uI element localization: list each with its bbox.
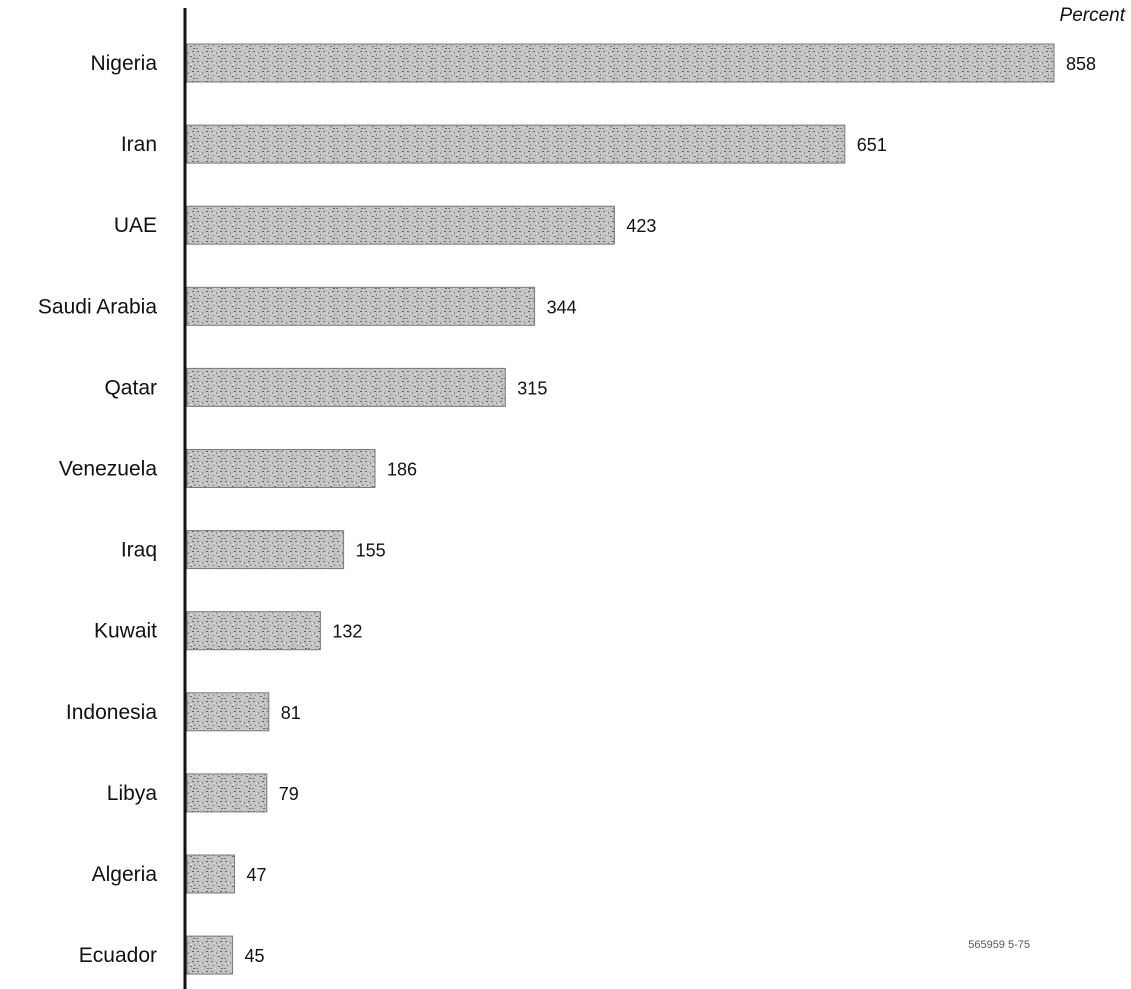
bar-libya	[186, 773, 268, 813]
category-label-saudi-arabia: Saudi Arabia	[38, 295, 157, 318]
category-label-venezuela: Venezuela	[59, 458, 157, 481]
category-label-indonesia: Indonesia	[66, 701, 157, 724]
bar-kuwait	[186, 611, 321, 651]
bar-saudi-arabia	[186, 286, 536, 326]
value-label-uae: 423	[626, 216, 656, 236]
value-label-saudi-arabia: 344	[547, 297, 577, 317]
labels-layer: Nigeria 858 Iran 651 UAE 423 Saudi Arabia 344 Qa…	[38, 52, 1096, 967]
value-label-algeria: 47	[247, 865, 267, 885]
bars-layer	[186, 43, 1055, 975]
value-label-ecuador: 45	[245, 946, 265, 966]
value-label-libya: 79	[279, 784, 299, 804]
bar-iraq	[186, 530, 345, 570]
unit-label: Percent	[1060, 5, 1126, 26]
bar-ecuador	[186, 935, 233, 975]
reference-code: 565959 5-75	[968, 939, 1030, 951]
value-label-venezuela: 186	[387, 460, 417, 480]
bar-qatar	[186, 367, 506, 407]
value-label-indonesia: 81	[281, 703, 301, 723]
value-label-kuwait: 132	[332, 622, 362, 642]
category-label-algeria: Algeria	[92, 863, 158, 886]
category-label-iran: Iran	[121, 133, 157, 156]
category-label-iraq: Iraq	[121, 539, 157, 562]
bar-algeria	[186, 854, 235, 894]
value-label-nigeria: 858	[1066, 54, 1096, 74]
bar-indonesia	[186, 692, 270, 732]
bar-uae	[186, 205, 615, 245]
value-label-iran: 651	[857, 135, 887, 155]
bar-nigeria	[186, 43, 1055, 83]
category-label-uae: UAE	[114, 214, 157, 237]
category-label-kuwait: Kuwait	[94, 620, 157, 643]
category-label-ecuador: Ecuador	[79, 944, 157, 967]
category-label-libya: Libya	[107, 782, 158, 805]
category-label-nigeria: Nigeria	[90, 52, 157, 75]
value-label-qatar: 315	[517, 378, 547, 398]
bar-iran	[186, 124, 846, 164]
category-label-qatar: Qatar	[104, 376, 157, 399]
bar-venezuela	[186, 449, 376, 488]
value-label-iraq: 155	[356, 541, 386, 561]
